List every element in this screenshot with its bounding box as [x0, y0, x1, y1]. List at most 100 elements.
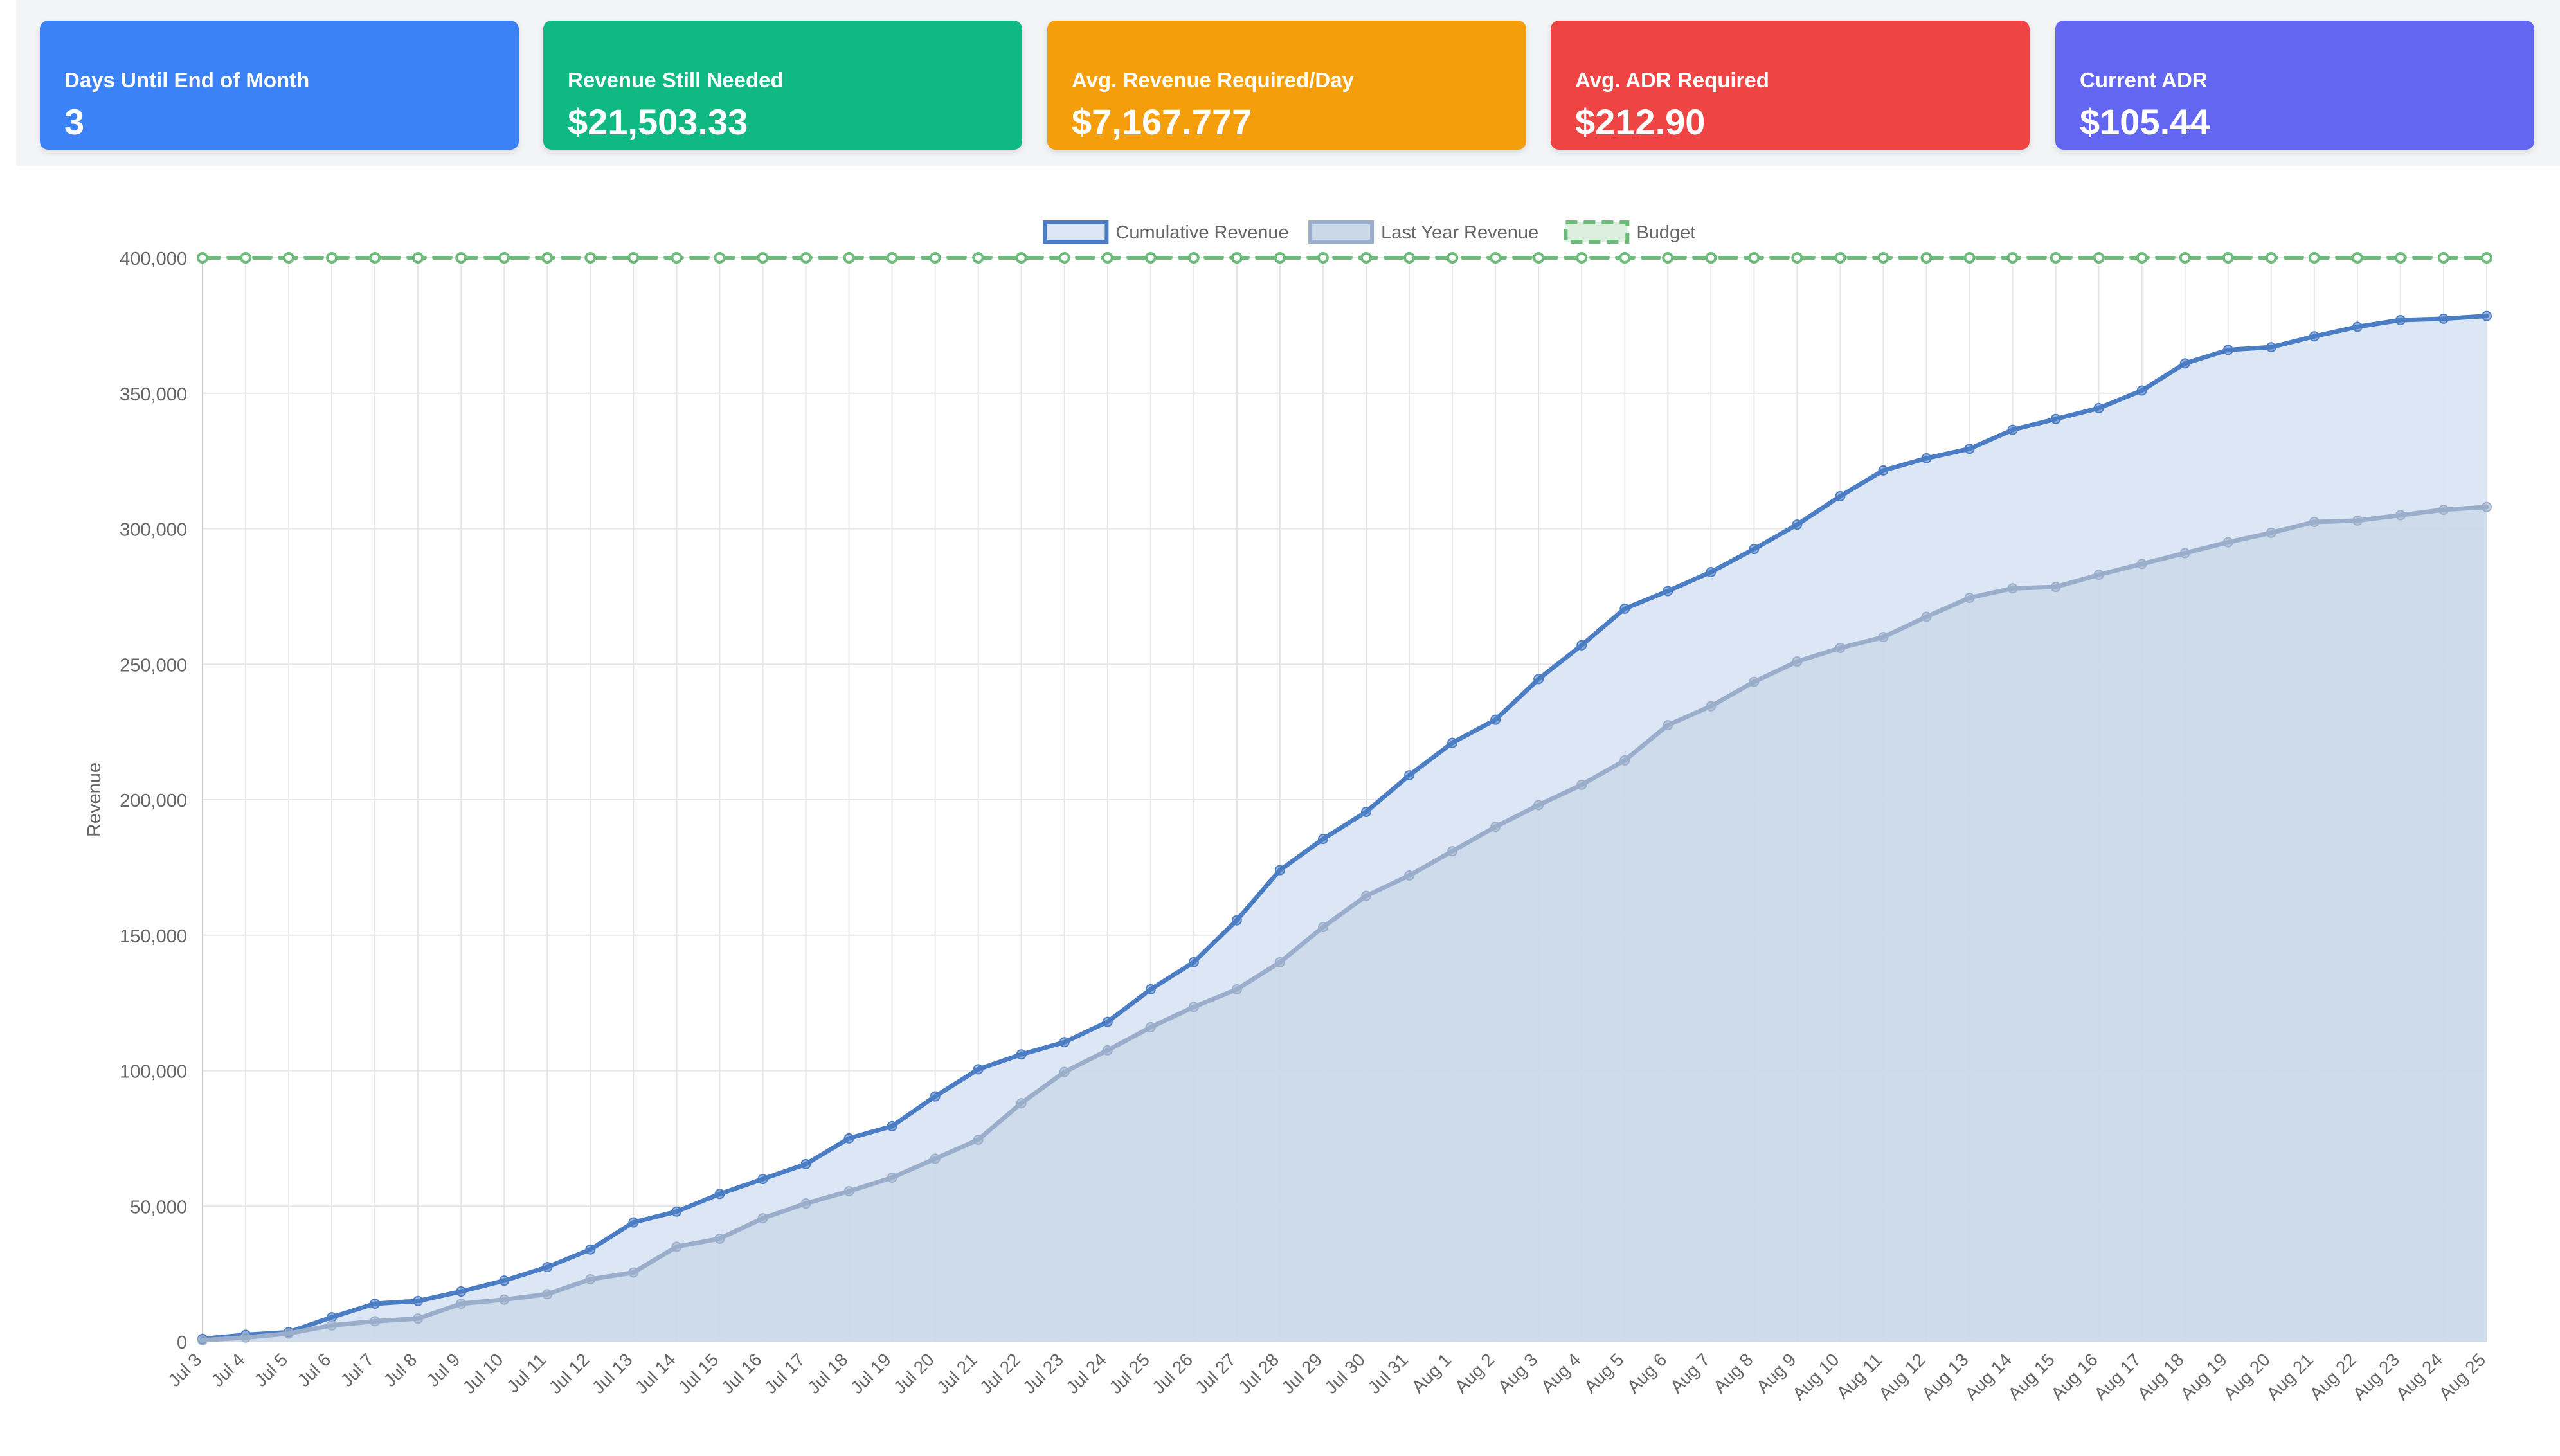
data-point-last-year-revenue[interactable]	[1447, 846, 1458, 857]
data-point-budget[interactable]	[2481, 252, 2492, 264]
data-point-last-year-revenue[interactable]	[2352, 515, 2363, 526]
data-point-cumulative-revenue[interactable]	[628, 1217, 639, 1228]
data-point-last-year-revenue[interactable]	[456, 1298, 467, 1309]
data-point-budget[interactable]	[2394, 252, 2406, 264]
data-point-last-year-revenue[interactable]	[887, 1172, 897, 1183]
data-point-last-year-revenue[interactable]	[1274, 957, 1285, 967]
data-point-budget[interactable]	[671, 252, 683, 264]
data-point-last-year-revenue[interactable]	[1016, 1098, 1027, 1109]
data-point-last-year-revenue[interactable]	[757, 1213, 768, 1224]
data-point-last-year-revenue[interactable]	[1490, 822, 1501, 832]
data-point-cumulative-revenue[interactable]	[2395, 314, 2406, 325]
data-point-last-year-revenue[interactable]	[1231, 984, 1242, 995]
data-point-cumulative-revenue[interactable]	[1663, 586, 1673, 597]
data-point-last-year-revenue[interactable]	[671, 1241, 682, 1252]
data-point-cumulative-revenue[interactable]	[1921, 453, 1932, 463]
data-point-last-year-revenue[interactable]	[1576, 779, 1587, 790]
data-point-cumulative-revenue[interactable]	[1102, 1016, 1113, 1027]
data-point-cumulative-revenue[interactable]	[1059, 1037, 1070, 1048]
data-point-budget[interactable]	[1187, 252, 1200, 264]
data-point-cumulative-revenue[interactable]	[2266, 342, 2276, 353]
data-point-cumulative-revenue[interactable]	[800, 1158, 811, 1169]
data-point-cumulative-revenue[interactable]	[585, 1244, 596, 1255]
data-point-cumulative-revenue[interactable]	[1317, 834, 1328, 845]
data-point-cumulative-revenue[interactable]	[542, 1262, 553, 1273]
data-point-cumulative-revenue[interactable]	[843, 1133, 854, 1144]
data-point-budget[interactable]	[2093, 252, 2105, 264]
data-point-budget[interactable]	[1791, 252, 1803, 264]
data-point-cumulative-revenue[interactable]	[2179, 358, 2190, 369]
data-point-budget[interactable]	[2006, 252, 2019, 264]
data-point-budget[interactable]	[1920, 252, 1933, 264]
data-point-budget[interactable]	[714, 252, 726, 264]
data-point-cumulative-revenue[interactable]	[1404, 770, 1415, 781]
data-point-budget[interactable]	[1058, 252, 1070, 264]
data-point-cumulative-revenue[interactable]	[1447, 737, 1458, 748]
data-point-last-year-revenue[interactable]	[1706, 701, 1717, 712]
data-point-budget[interactable]	[886, 252, 898, 264]
data-point-last-year-revenue[interactable]	[2309, 516, 2320, 527]
data-point-budget[interactable]	[627, 252, 640, 264]
data-point-cumulative-revenue[interactable]	[1964, 444, 1975, 454]
data-point-last-year-revenue[interactable]	[240, 1332, 251, 1343]
data-point-cumulative-revenue[interactable]	[887, 1120, 897, 1131]
data-point-last-year-revenue[interactable]	[327, 1320, 338, 1331]
data-point-budget[interactable]	[2136, 252, 2148, 264]
data-point-budget[interactable]	[1015, 252, 1027, 264]
data-point-last-year-revenue[interactable]	[413, 1313, 424, 1324]
data-point-cumulative-revenue[interactable]	[2438, 313, 2449, 324]
data-point-cumulative-revenue[interactable]	[2093, 402, 2104, 413]
data-point-budget[interactable]	[757, 252, 769, 264]
data-point-cumulative-revenue[interactable]	[1145, 984, 1156, 995]
data-point-budget[interactable]	[1230, 252, 1243, 264]
data-point-last-year-revenue[interactable]	[284, 1328, 294, 1339]
data-point-budget[interactable]	[1403, 252, 1416, 264]
data-point-cumulative-revenue[interactable]	[2482, 310, 2492, 321]
data-point-budget[interactable]	[1317, 252, 1329, 264]
data-point-last-year-revenue[interactable]	[2266, 527, 2276, 538]
data-point-budget[interactable]	[1748, 252, 1760, 264]
data-point-last-year-revenue[interactable]	[370, 1316, 381, 1327]
legend-swatch-budget[interactable]	[1564, 220, 1630, 244]
data-point-last-year-revenue[interactable]	[843, 1186, 854, 1197]
data-point-cumulative-revenue[interactable]	[1533, 674, 1544, 685]
data-point-budget[interactable]	[1360, 252, 1373, 264]
data-point-last-year-revenue[interactable]	[628, 1267, 639, 1278]
data-point-cumulative-revenue[interactable]	[370, 1298, 381, 1309]
data-point-budget[interactable]	[326, 252, 338, 264]
data-point-last-year-revenue[interactable]	[499, 1294, 510, 1305]
data-point-last-year-revenue[interactable]	[1361, 890, 1372, 901]
data-point-budget[interactable]	[1533, 252, 1545, 264]
data-point-last-year-revenue[interactable]	[800, 1198, 811, 1209]
data-point-budget[interactable]	[2265, 252, 2277, 264]
data-point-cumulative-revenue[interactable]	[1016, 1049, 1027, 1060]
data-point-budget[interactable]	[240, 252, 252, 264]
data-point-last-year-revenue[interactable]	[2007, 583, 2018, 594]
data-point-budget[interactable]	[2050, 252, 2062, 264]
data-point-cumulative-revenue[interactable]	[2136, 385, 2147, 396]
data-point-last-year-revenue[interactable]	[1404, 870, 1415, 881]
data-point-last-year-revenue[interactable]	[1102, 1045, 1113, 1056]
data-point-budget[interactable]	[2308, 252, 2320, 264]
data-point-cumulative-revenue[interactable]	[1361, 806, 1372, 817]
data-point-budget[interactable]	[1662, 252, 1674, 264]
data-point-budget[interactable]	[843, 252, 855, 264]
data-point-last-year-revenue[interactable]	[2093, 570, 2104, 580]
data-point-cumulative-revenue[interactable]	[1878, 465, 1889, 476]
data-point-last-year-revenue[interactable]	[1145, 1022, 1156, 1033]
legend-label-budget[interactable]: Budget	[1636, 222, 1695, 243]
data-point-last-year-revenue[interactable]	[1921, 611, 1932, 622]
data-point-cumulative-revenue[interactable]	[1188, 957, 1199, 967]
legend-label-cumulative-revenue[interactable]: Cumulative Revenue	[1115, 222, 1288, 243]
data-point-budget[interactable]	[1619, 252, 1631, 264]
data-point-cumulative-revenue[interactable]	[757, 1174, 768, 1185]
data-point-cumulative-revenue[interactable]	[1231, 915, 1242, 926]
data-point-cumulative-revenue[interactable]	[1706, 566, 1717, 577]
data-point-budget[interactable]	[1274, 252, 1286, 264]
data-point-budget[interactable]	[541, 252, 554, 264]
data-point-last-year-revenue[interactable]	[2222, 537, 2233, 548]
data-point-cumulative-revenue[interactable]	[2352, 321, 2363, 332]
data-point-last-year-revenue[interactable]	[714, 1233, 725, 1244]
data-point-cumulative-revenue[interactable]	[1576, 640, 1587, 651]
data-point-budget[interactable]	[2351, 252, 2363, 264]
